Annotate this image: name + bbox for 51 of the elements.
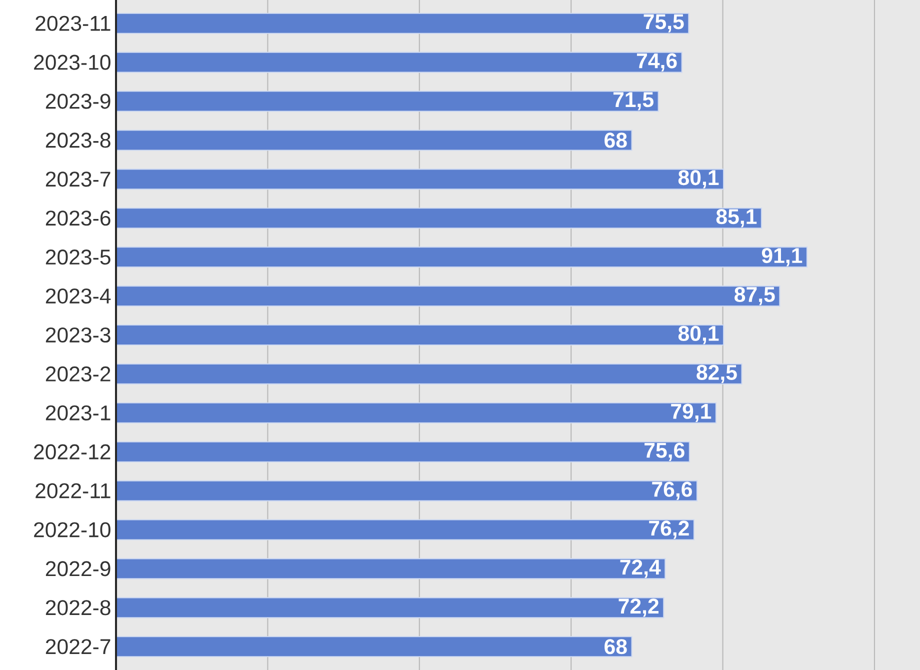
data-label: 74,6 [636,53,677,72]
bar [115,52,682,73]
data-label: 79,1 [671,404,712,422]
y-tick-label: 2023-2 [46,366,110,382]
bar [115,246,808,268]
bar [115,636,632,658]
bar [115,168,724,190]
bar [115,208,762,229]
y-tick-label: 2023-4 [46,288,111,304]
data-label: 75,5 [644,14,684,32]
y-tick-label: 2022-10 [34,522,110,538]
data-label: 85,1 [716,209,757,228]
bar [115,558,666,580]
bar [115,286,780,307]
bar [115,441,690,462]
data-label: 68 [604,132,627,148]
y-tick-label: 2022-9 [46,561,110,576]
y-tick-label: 2023-5 [46,250,110,265]
bar [115,12,690,34]
bar [115,90,659,112]
y-tick-label: 2022-8 [46,600,110,616]
y-tick-label: 2022-11 [36,483,110,498]
data-label: 80,1 [678,326,719,344]
data-label: 76,2 [649,520,689,539]
bar [115,130,632,151]
data-label: 72,4 [620,560,661,578]
bar [115,402,717,424]
y-tick-label: 2023-9 [46,94,110,109]
y-tick-label: 2023-1 [46,405,110,420]
y-tick-label: 2022-12 [34,444,110,460]
data-label: 80,1 [678,170,719,188]
bar [115,480,698,502]
y-tick-label: 2023-8 [46,132,110,148]
bar [115,519,695,540]
bar [115,597,664,618]
data-label: 82,5 [696,364,737,384]
y-tick-label: 2023-7 [46,172,110,187]
data-label: 68 [604,639,627,654]
data-label: 75,6 [644,442,684,461]
y-tick-label: 2023-3 [46,327,110,343]
bar [115,363,742,384]
y-tick-label: 2023-11 [36,16,110,31]
data-label: 76,6 [652,482,692,500]
data-label: 87,5 [734,286,775,306]
data-label: 71,5 [613,92,654,110]
data-label: 91,1 [762,248,802,266]
y-tick-label: 2023-10 [34,54,110,70]
y-tick-label: 2023-6 [46,210,110,226]
data-label: 72,2 [618,598,658,617]
y-tick-label: 2022-7 [46,639,110,654]
bar [115,324,724,346]
